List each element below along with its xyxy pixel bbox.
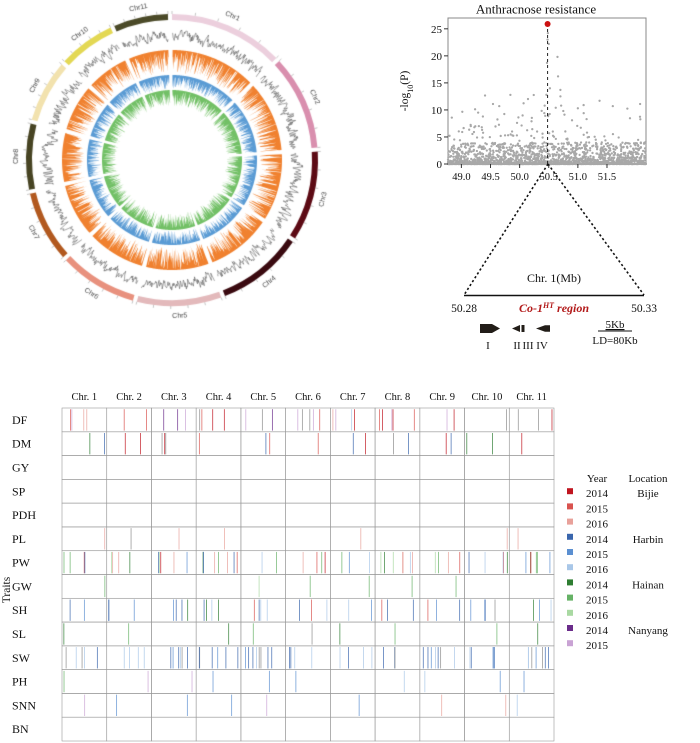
svg-text:Anthracnose resistance: Anthracnose resistance: [476, 2, 596, 17]
svg-text:2015: 2015: [586, 549, 609, 561]
svg-text:Chr. 6: Chr. 6: [295, 392, 321, 403]
svg-text:PL: PL: [12, 532, 26, 546]
svg-text:I: I: [486, 340, 490, 350]
svg-text:51.0: 51.0: [569, 172, 587, 183]
svg-text:2014: 2014: [586, 579, 609, 591]
svg-text:Bijie: Bijie: [637, 488, 659, 500]
svg-text:Year: Year: [587, 473, 608, 485]
svg-text:Chr. 2: Chr. 2: [116, 392, 142, 403]
svg-text:PH: PH: [12, 675, 28, 689]
svg-text:Chr. 9: Chr. 9: [429, 392, 455, 403]
svg-text:DM: DM: [12, 437, 32, 451]
svg-text:2014: 2014: [586, 534, 609, 546]
svg-text:25: 25: [431, 24, 443, 36]
svg-text:Co-1HT region: Co-1HT region: [519, 301, 589, 315]
svg-text:Chr. 5: Chr. 5: [250, 392, 276, 403]
svg-text:Chr. 3: Chr. 3: [161, 392, 187, 403]
svg-text:50.33: 50.33: [631, 303, 657, 315]
svg-text:Chr. 1: Chr. 1: [72, 392, 98, 403]
svg-text:SW: SW: [12, 651, 31, 665]
svg-text:50.0: 50.0: [510, 172, 528, 183]
svg-text:DF: DF: [12, 413, 28, 427]
svg-text:Location: Location: [628, 473, 668, 485]
svg-text:51.5: 51.5: [598, 172, 616, 183]
svg-text:5: 5: [437, 132, 443, 144]
svg-text:2015: 2015: [586, 595, 609, 607]
svg-text:LD=80Kb: LD=80Kb: [592, 335, 638, 347]
svg-text:Traits: Traits: [1, 576, 13, 603]
svg-text:SP: SP: [12, 484, 26, 498]
svg-text:2014: 2014: [586, 488, 609, 500]
svg-text:Chr. 11: Chr. 11: [516, 392, 547, 403]
svg-text:IV: IV: [536, 340, 548, 350]
svg-text:PDH: PDH: [12, 508, 36, 522]
svg-text:2014: 2014: [586, 625, 609, 637]
svg-text:2016: 2016: [586, 564, 609, 576]
svg-text:II: II: [513, 340, 521, 350]
svg-text:49.5: 49.5: [481, 172, 499, 183]
svg-text:0: 0: [437, 159, 443, 171]
svg-text:20: 20: [431, 51, 443, 63]
svg-text:Chr. 7: Chr. 7: [340, 392, 366, 403]
svg-text:SL: SL: [12, 627, 26, 641]
svg-text:Chr. 1(Mb): Chr. 1(Mb): [527, 271, 581, 285]
svg-text:2015: 2015: [586, 640, 609, 652]
svg-text:5Kb: 5Kb: [606, 319, 625, 331]
svg-text:Chr. 4: Chr. 4: [206, 392, 232, 403]
svg-text:-log10(P): -log10(P): [399, 71, 415, 112]
svg-text:GW: GW: [12, 579, 33, 593]
svg-text:15: 15: [431, 78, 443, 90]
svg-text:SNN: SNN: [12, 698, 36, 712]
svg-text:III: III: [523, 340, 534, 350]
svg-text:SH: SH: [12, 603, 28, 617]
svg-text:49.0: 49.0: [452, 172, 470, 183]
svg-text:10: 10: [431, 105, 443, 117]
svg-text:Hainan: Hainan: [632, 579, 664, 591]
svg-text:2015: 2015: [586, 503, 609, 515]
svg-text:GY: GY: [12, 460, 30, 474]
svg-text:50.28: 50.28: [451, 303, 477, 315]
svg-text:Harbin: Harbin: [633, 534, 664, 546]
svg-text:2016: 2016: [586, 610, 609, 622]
svg-text:2016: 2016: [586, 519, 609, 531]
svg-text:Nanyang: Nanyang: [628, 625, 668, 637]
svg-text:Chr. 8: Chr. 8: [385, 392, 411, 403]
svg-text:BN: BN: [12, 722, 29, 736]
svg-text:Chr. 10: Chr. 10: [471, 392, 502, 403]
svg-text:PW: PW: [12, 556, 31, 570]
